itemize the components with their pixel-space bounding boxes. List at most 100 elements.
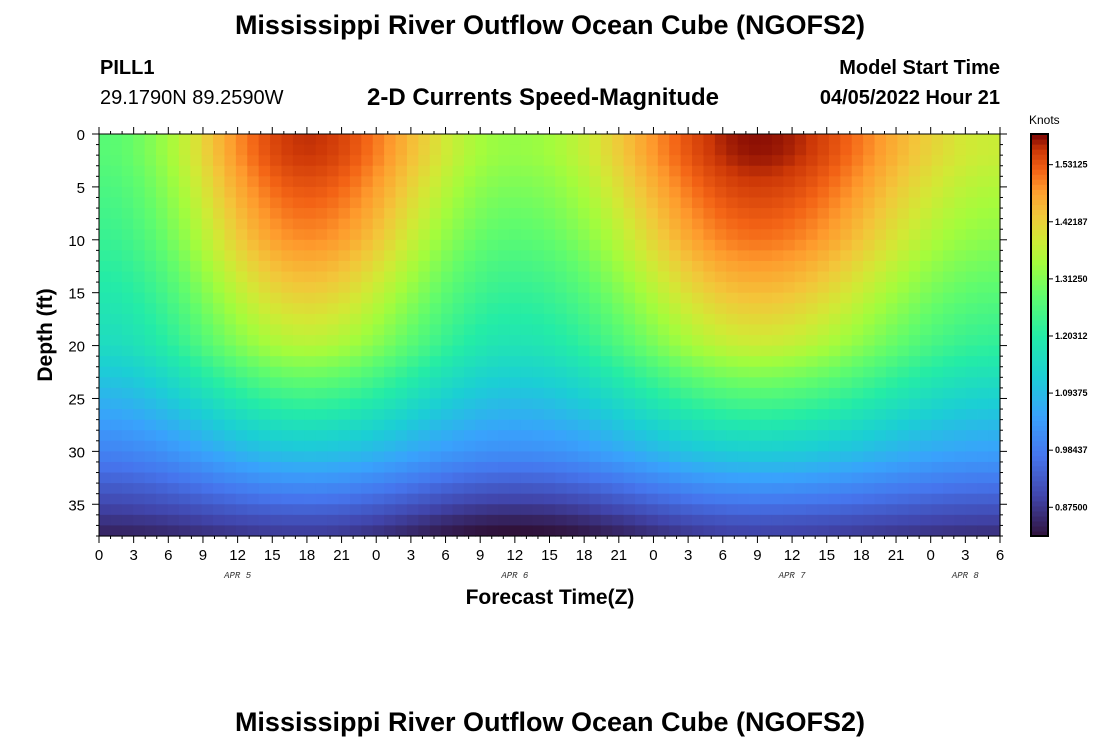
heatmap-cell (771, 366, 784, 378)
heatmap-cell (737, 440, 750, 452)
heatmap-cell (406, 134, 419, 146)
heatmap-cell (737, 419, 750, 431)
heatmap-cell (589, 229, 602, 241)
heatmap-cell (406, 229, 419, 241)
heatmap-cell (281, 239, 294, 251)
heatmap-cell (885, 440, 898, 452)
heatmap-cell (783, 345, 796, 357)
heatmap-cell (908, 409, 921, 421)
heatmap-cell (863, 197, 876, 209)
heatmap-cell (806, 335, 819, 347)
colorbar-swatch (1031, 485, 1048, 492)
heatmap-cell (543, 525, 556, 537)
heatmap-cell (646, 292, 659, 304)
heatmap-cell (224, 313, 237, 326)
heatmap-cell (863, 387, 876, 400)
heatmap-cell (201, 303, 214, 315)
heatmap-cell (840, 250, 853, 262)
heatmap-cell (555, 134, 568, 146)
heatmap-cell (760, 165, 773, 177)
heatmap-cell (213, 313, 226, 326)
heatmap-cell (247, 134, 260, 146)
heatmap-cell (635, 260, 648, 273)
heatmap-cell (429, 313, 442, 326)
heatmap-cell (395, 335, 408, 347)
heatmap-cell (657, 514, 670, 527)
heatmap-cell (657, 186, 670, 199)
heatmap-cell (498, 377, 511, 389)
heatmap-cell (977, 271, 990, 283)
heatmap-cell (692, 356, 705, 368)
colorbar-swatch (1031, 410, 1048, 417)
heatmap-cell (908, 525, 921, 537)
heatmap-cell (258, 451, 271, 463)
heatmap-cell (794, 229, 807, 241)
heatmap-cell (532, 271, 545, 283)
heatmap-cell (543, 335, 556, 347)
heatmap-cell (635, 377, 648, 389)
heatmap-cell (817, 451, 830, 463)
heatmap-cell (555, 260, 568, 273)
heatmap-cell (133, 260, 146, 273)
heatmap-cell (931, 165, 944, 177)
heatmap-cell (235, 472, 248, 484)
heatmap-cell (384, 282, 397, 294)
heatmap-cell (920, 176, 933, 188)
heatmap-cell (121, 303, 134, 315)
heatmap-cell (475, 525, 488, 537)
heatmap-cell (156, 430, 169, 442)
heatmap-cell (874, 250, 887, 262)
heatmap-cell (703, 440, 716, 452)
heatmap-cell (760, 409, 773, 421)
heatmap-cell (828, 271, 841, 283)
heatmap-cell (977, 514, 990, 527)
heatmap-cell (977, 440, 990, 452)
heatmap-cell (920, 292, 933, 304)
heatmap-cell (486, 493, 499, 505)
heatmap-cell (954, 409, 967, 421)
heatmap-cell (543, 229, 556, 241)
heatmap-cell (429, 282, 442, 294)
heatmap-cell (657, 440, 670, 452)
heatmap-cell (977, 483, 990, 495)
heatmap-cell (931, 134, 944, 146)
heatmap-cell (190, 335, 203, 347)
heatmap-cell (475, 335, 488, 347)
heatmap-cell (566, 366, 579, 378)
heatmap-cell (372, 144, 385, 156)
heatmap-cell (349, 197, 362, 209)
heatmap-cell (737, 461, 750, 474)
heatmap-cell (213, 208, 226, 220)
heatmap-cell (144, 271, 157, 283)
heatmap-cell (897, 493, 910, 505)
heatmap-cell (828, 250, 841, 262)
heatmap-cell (281, 451, 294, 463)
heatmap-cell (589, 155, 602, 167)
heatmap-cell (121, 324, 134, 336)
heatmap-cell (737, 514, 750, 527)
heatmap-cell (315, 504, 328, 516)
heatmap-cell (771, 451, 784, 463)
heatmap-cell (463, 483, 476, 495)
heatmap-cell (213, 260, 226, 273)
heatmap-cell (737, 292, 750, 304)
heatmap-cell (635, 440, 648, 452)
heatmap-cell (977, 176, 990, 188)
heatmap-cell (931, 239, 944, 251)
heatmap-cell (646, 229, 659, 241)
heatmap-cell (452, 409, 465, 421)
heatmap-cell (144, 186, 157, 199)
x-tick-label: 9 (476, 547, 484, 564)
heatmap-cell (201, 440, 214, 452)
heatmap-cell (361, 282, 374, 294)
heatmap-cell (578, 208, 591, 220)
heatmap-cell (395, 472, 408, 484)
heatmap-cell (749, 514, 762, 527)
heatmap-cell (851, 472, 864, 484)
heatmap-cell (235, 430, 248, 442)
heatmap-cell (749, 366, 762, 378)
heatmap-cell (714, 313, 727, 326)
heatmap-cell (258, 282, 271, 294)
heatmap-cell (828, 377, 841, 389)
heatmap-cell (532, 260, 545, 273)
